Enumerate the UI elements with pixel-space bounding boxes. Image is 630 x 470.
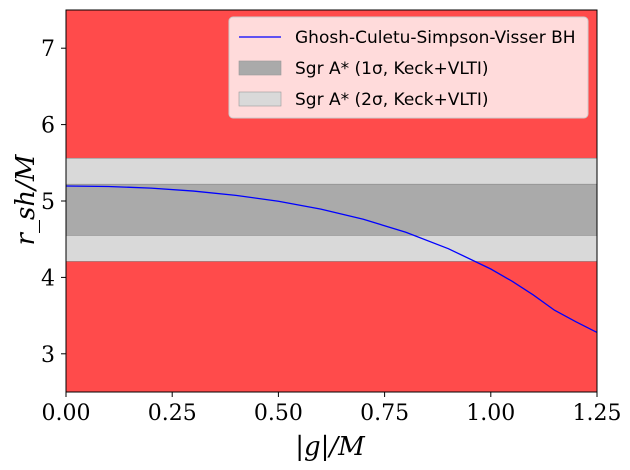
y-tick-label: 4 [41, 266, 55, 291]
x-tick-label: 0.25 [148, 401, 197, 426]
y-tick-label: 3 [41, 343, 55, 368]
legend-label: Sgr A* (2σ, Keck+VLTI) [295, 90, 489, 110]
x-tick-label: 1.00 [466, 401, 515, 426]
y-axis-label: r_sh/M [11, 153, 41, 245]
x-tick-label: 1.25 [573, 401, 622, 426]
legend-label: Sgr A* (1σ, Keck+VLTI) [295, 59, 489, 79]
series-line-1 [65, 185, 598, 333]
y-tick-label: 6 [41, 114, 55, 139]
legend-patch-swatch [238, 91, 282, 107]
legend-label: Ghosh-Culetu-Simpson-Visser BH [295, 28, 576, 48]
y-tick-label: 7 [41, 37, 55, 62]
x-tick-label: 0.50 [254, 401, 303, 426]
legend: Ghosh-Culetu-Simpson-Visser BH Sgr A* (1σ… [228, 16, 589, 119]
band-2 [65, 183, 598, 236]
y-tick-label: 5 [41, 190, 55, 215]
legend-box [228, 16, 589, 119]
x-axis-label: |g|/M [295, 432, 366, 462]
axes: 0.00 0.25 0.50 0.75 1.00 1.25 3 4 5 6 7 [41, 9, 622, 426]
x-tick-label: 0.75 [360, 401, 409, 426]
x-tick-label: 0.00 [42, 401, 91, 426]
legend-patch-swatch [238, 60, 282, 76]
